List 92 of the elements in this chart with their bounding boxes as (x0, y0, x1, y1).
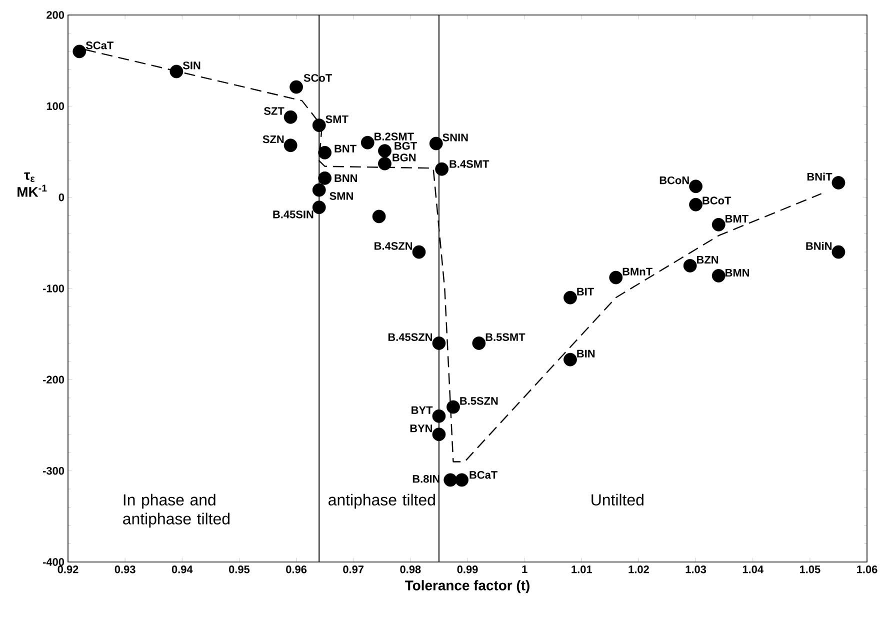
point (832, 176, 846, 190)
x-tick-label: 1.06 (857, 566, 878, 574)
point (170, 64, 184, 78)
x-tick-label: 1.04 (742, 566, 764, 574)
annotation: SMN (330, 192, 353, 200)
y-tick-label: -200 (42, 376, 64, 384)
annotation: BIT (577, 288, 594, 296)
point (564, 290, 577, 304)
y-tick-label: -400 (42, 558, 64, 566)
annotation: BZN (697, 256, 718, 264)
x-tick-label: 0.97 (343, 566, 364, 574)
y-tick-label: -100 (42, 284, 64, 292)
y-tick-label: -300 (42, 466, 64, 475)
point (432, 409, 446, 423)
annotation: BYN (410, 424, 432, 432)
annotation: B.4SMT (450, 160, 490, 168)
annotation: Untilted (592, 494, 644, 506)
annotation: BIN (577, 350, 595, 358)
x-tick-label: 0.98 (400, 566, 421, 574)
point (378, 156, 392, 170)
point (378, 144, 392, 158)
point (372, 210, 386, 224)
y-tick-label: 200 (46, 11, 64, 19)
annotation: In phase and antiphase tilted (123, 494, 230, 528)
point (318, 171, 332, 185)
annotation: BNT (334, 144, 356, 152)
annotation: B.2SMT (374, 132, 414, 140)
annotation: SNIN (442, 134, 468, 142)
point (689, 180, 702, 194)
annotation: SZT (264, 107, 284, 115)
point (689, 198, 702, 212)
point (432, 428, 446, 442)
point (72, 44, 86, 58)
x-tick-label: 0.94 (172, 566, 193, 574)
point (712, 269, 726, 282)
x-tick-label: 1.01 (572, 566, 592, 574)
annotation: BYT (412, 406, 433, 414)
annotation: BMN (726, 269, 750, 277)
point (312, 118, 326, 132)
annotation: BGT (394, 142, 417, 150)
point (312, 200, 326, 214)
point (318, 146, 332, 160)
x-tick-label: 0.99 (457, 566, 478, 574)
annotation: BNiN (806, 242, 832, 250)
annotation: B.5SMT (486, 333, 526, 341)
annotation: BCaT (470, 471, 498, 479)
point (435, 162, 449, 176)
point (444, 473, 458, 487)
annotation: BCoT (702, 196, 732, 204)
annotation: BNN (334, 174, 358, 182)
annotation: BMnT (622, 268, 652, 276)
point (432, 336, 446, 350)
point (429, 136, 443, 150)
annotation: SCaT (86, 42, 114, 50)
point (683, 259, 697, 272)
x-tick-label: 1.02 (628, 566, 649, 574)
x-tick-label: 0.92 (58, 566, 78, 574)
annotation: BGN (392, 154, 416, 162)
x-tick-label: 0.93 (114, 566, 136, 574)
annotation: BMT (726, 214, 748, 222)
x-axis-title: Tolerance factor (t) (405, 580, 530, 594)
y-axis-title: τ$_{ε}$ MK$^{-1}$ (18, 172, 47, 197)
point (564, 352, 577, 366)
y-tick-label: 0 (58, 193, 64, 202)
point (412, 245, 426, 259)
point (284, 110, 298, 124)
x-tick-label: 1.05 (800, 566, 820, 574)
annotation: B.4SZN (374, 242, 412, 250)
annotation: SMT (326, 115, 348, 124)
point (832, 245, 846, 259)
point (360, 136, 374, 150)
point (472, 336, 486, 350)
point (455, 473, 468, 487)
point (712, 218, 726, 232)
point (312, 183, 326, 197)
annotation: B.45SZN (388, 333, 432, 341)
point (290, 80, 303, 94)
annotation: B.5SZN (460, 397, 498, 405)
annotation: B.45SIN (273, 210, 314, 218)
annotation: SIN (182, 62, 200, 70)
annotation: antiphase tilted (328, 494, 435, 509)
annotation: SZN (262, 135, 284, 144)
point (446, 400, 460, 414)
annotation: BCoN (660, 176, 689, 184)
point (284, 138, 298, 152)
x-tick-label: 0.95 (228, 566, 250, 574)
y-tick-label: 100 (46, 102, 64, 110)
x-tick-label: 1 (522, 566, 528, 574)
x-tick-label: 1.03 (686, 566, 706, 574)
annotation: BNiT (807, 172, 832, 181)
point (609, 270, 623, 284)
x-tick-label: 0.96 (286, 566, 307, 574)
